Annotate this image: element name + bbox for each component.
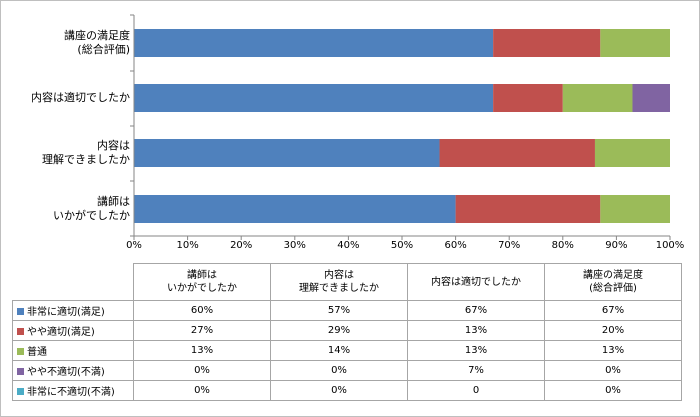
data-label: 20% [544,320,682,341]
data-table-col-header: 内容は適切でしたか [407,263,545,301]
data-label: 0% [544,380,682,401]
bar-segment [562,84,633,112]
x-tick-label: 10% [176,240,199,251]
data-label: 13% [407,340,545,361]
data-table-col-header: 内容は 理解できましたか [270,263,408,301]
data-label: 27% [133,320,271,341]
data-label: 0% [133,380,271,401]
data-table-row: やや適切(満足) 27% 29% 13% 20% [12,320,682,341]
category-label: 講師は いかがでしたか [53,195,130,222]
category-label: 講座の満足度 (総合評価) [64,29,130,56]
bar-segment [134,29,494,57]
legend-swatch [17,348,24,355]
x-tick-label: 70% [498,240,521,251]
bar-segment [600,29,670,57]
data-table-header-row: 講師は いかがでしたか 内容は 理解できましたか 内容は適切でしたか 講座の満足… [12,263,682,301]
data-table-row: 普通 13% 14% 13% 13% [12,340,682,361]
data-label: 60% [133,300,271,321]
legend-swatch [17,388,24,395]
legend-label: やや適切(満足) [27,327,95,338]
bar-segment [493,84,563,112]
data-table-row: 非常に不適切(不満) 0% 0% 0 0% [12,380,682,401]
bar-segment [493,29,601,57]
x-tick-label: 80% [551,240,574,251]
legend-label: やや不適切(不満) [27,367,105,378]
data-table-row: 非常に適切(満足) 60% 57% 67% 67% [12,300,682,321]
legend-swatch [17,328,24,335]
x-tick-label: 100% [655,240,685,251]
legend-entry: 非常に適切(満足) [12,300,134,321]
data-label: 0 [407,380,545,401]
data-label: 13% [544,340,682,361]
legend-entry: 普通 [12,340,134,361]
data-table-col-header: 講師は いかがでしたか [133,263,271,301]
data-label: 0% [133,360,271,381]
x-tick-label: 90% [605,240,628,251]
x-tick-label: 20% [230,240,253,251]
bar-segment [134,195,456,223]
data-label: 13% [133,340,271,361]
legend-entry: やや適切(満足) [12,320,134,341]
x-tick-label: 40% [337,240,360,251]
bar-segment [134,139,440,167]
data-label: 29% [270,320,408,341]
data-label: 57% [270,300,408,321]
legend-swatch [17,368,24,375]
data-label: 0% [270,380,408,401]
data-table-row: やや不適切(不満) 0% 0% 7% 0% [12,360,682,381]
legend-label: 非常に適切(満足) [27,307,105,318]
legend-entry: やや不適切(不満) [12,360,134,381]
bar-segment [632,84,670,112]
bar-segment [600,195,670,223]
x-tick-label: 0% [126,240,142,251]
legend-label: 非常に不適切(不満) [27,387,115,398]
data-table-corner [12,263,134,301]
data-label: 67% [544,300,682,321]
x-tick-label: 30% [283,240,306,251]
bar-segment [594,139,670,167]
data-label: 13% [407,320,545,341]
data-label: 14% [270,340,408,361]
bar-segment [439,139,595,167]
data-label: 67% [407,300,545,321]
data-label: 0% [270,360,408,381]
x-tick-label: 60% [444,240,467,251]
data-table: 講師は いかがでしたか 内容は 理解できましたか 内容は適切でしたか 講座の満足… [12,263,682,401]
category-label: 内容は 理解できましたか [42,139,130,166]
category-label: 内容は適切でしたか [31,91,130,104]
data-table-col-header: 講座の満足度 (総合評価) [544,263,682,301]
bar-segment [455,195,601,223]
data-label: 0% [544,360,682,381]
legend-label: 普通 [27,347,47,358]
legend-swatch [17,308,24,315]
bar-segment [134,84,494,112]
legend-entry: 非常に不適切(不満) [12,380,134,401]
data-label: 7% [407,360,545,381]
x-tick-label: 50% [390,240,414,251]
